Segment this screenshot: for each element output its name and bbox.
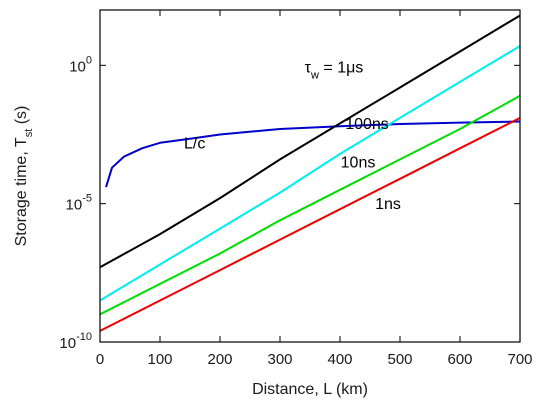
x-tick-label: 0: [96, 351, 104, 368]
series-line-5: [99, 117, 521, 332]
plot-lines: [99, 14, 521, 332]
series-line-4: [99, 94, 521, 316]
annotation-2: τw = 1μs: [305, 59, 364, 81]
annotation-4: 10ns: [341, 155, 376, 172]
x-tick-label: 600: [447, 351, 472, 368]
x-tick-label: 300: [267, 351, 292, 368]
annotations: L/c τw = 1μs 100ns 10ns 1ns: [184, 59, 401, 213]
y-axis-label: Storage time, Tst (s): [13, 106, 35, 247]
y-axis-label-main: Storage time, T: [13, 137, 30, 246]
x-tick-label: 100: [147, 351, 172, 368]
annotation-1: L/c: [184, 135, 205, 152]
series-line-2: [99, 14, 521, 269]
x-tick-label: 700: [507, 351, 532, 368]
x-tick-label: 500: [387, 351, 412, 368]
x-tick-label: 200: [207, 351, 232, 368]
annotation-5: 1ns: [375, 196, 401, 213]
y-tick-label: 10-10: [59, 331, 92, 352]
y-tick-label: 10-5: [66, 193, 92, 214]
x-tick-label: 400: [327, 351, 352, 368]
y-axis-label-sub: st: [23, 129, 35, 138]
y-axis-label-unit: (s): [13, 106, 30, 129]
x-axis-label: Distance, L (km): [252, 381, 368, 398]
plot-frame: [99, 9, 521, 343]
ticks: 0 100 200 300 400 500 600 700 10-10 10-5 100: [59, 10, 533, 368]
annotation-3: 100ns: [345, 116, 389, 133]
series-line-1: [105, 120, 521, 188]
series-line-3: [99, 45, 521, 302]
y-tick-label: 100: [69, 54, 92, 75]
